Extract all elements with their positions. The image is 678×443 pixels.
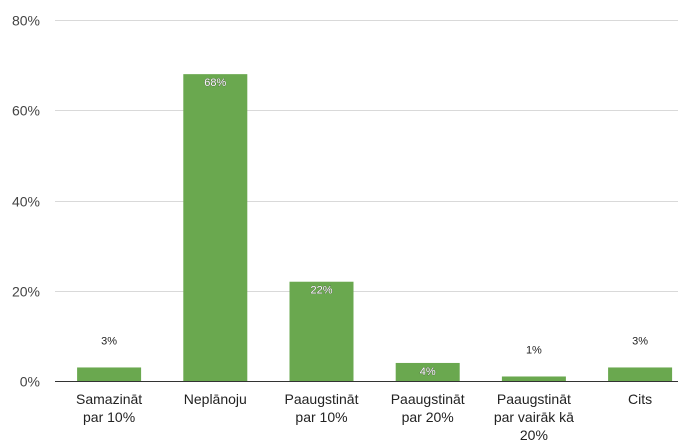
x-axis-ticks: Samazināt par 10% Neplānoju Paaugstināt par … (76, 391, 652, 443)
data-labels: 3% 68% 22% 4% 1% 3% (101, 77, 648, 378)
x-tick-label-line: Samazināt (76, 391, 142, 407)
data-label: 1% (526, 344, 542, 356)
data-label: 4% (420, 366, 436, 378)
y-tick-label: 60% (12, 103, 40, 119)
y-tick-label: 80% (12, 13, 40, 29)
data-label: 3% (632, 335, 648, 347)
x-tick-label: Neplānoju (184, 391, 247, 407)
x-tick-label: Cits (628, 391, 652, 407)
x-tick-label: Paaugstināt par 10% (285, 391, 359, 425)
x-tick-label-line: par 10% (83, 409, 135, 425)
x-tick-label-line: par 20% (402, 409, 454, 425)
bar (77, 367, 142, 381)
x-tick-label-line: Paaugstināt (285, 391, 359, 407)
bar (289, 281, 354, 381)
y-axis-ticks: 0% 20% 40% 60% 80% (12, 13, 40, 390)
bar (501, 376, 566, 381)
x-tick-label-line: Paaugstināt (391, 391, 465, 407)
data-label: 68% (204, 77, 226, 89)
x-tick-label: Paaugstināt par vairāk kā 20% (494, 391, 574, 443)
y-tick-label: 20% (12, 284, 40, 300)
data-label: 22% (310, 285, 332, 297)
data-label: 3% (101, 335, 117, 347)
bar (395, 362, 460, 381)
y-tick-label: 0% (20, 374, 40, 390)
gridlines (55, 20, 678, 292)
x-tick-label-line: Cits (628, 391, 652, 407)
y-tick-label: 40% (12, 194, 40, 210)
x-tick-label-line: Neplānoju (184, 391, 247, 407)
x-tick-label: Samazināt par 10% (76, 391, 142, 425)
bars (77, 74, 673, 382)
bar (183, 74, 248, 382)
x-tick-label-line: par 10% (295, 409, 347, 425)
bar (608, 367, 673, 381)
x-tick-label-line: 20% (520, 427, 548, 443)
x-tick-label: Paaugstināt par 20% (391, 391, 465, 425)
x-tick-label-line: par vairāk kā (494, 409, 574, 425)
x-tick-label-line: Paaugstināt (497, 391, 571, 407)
